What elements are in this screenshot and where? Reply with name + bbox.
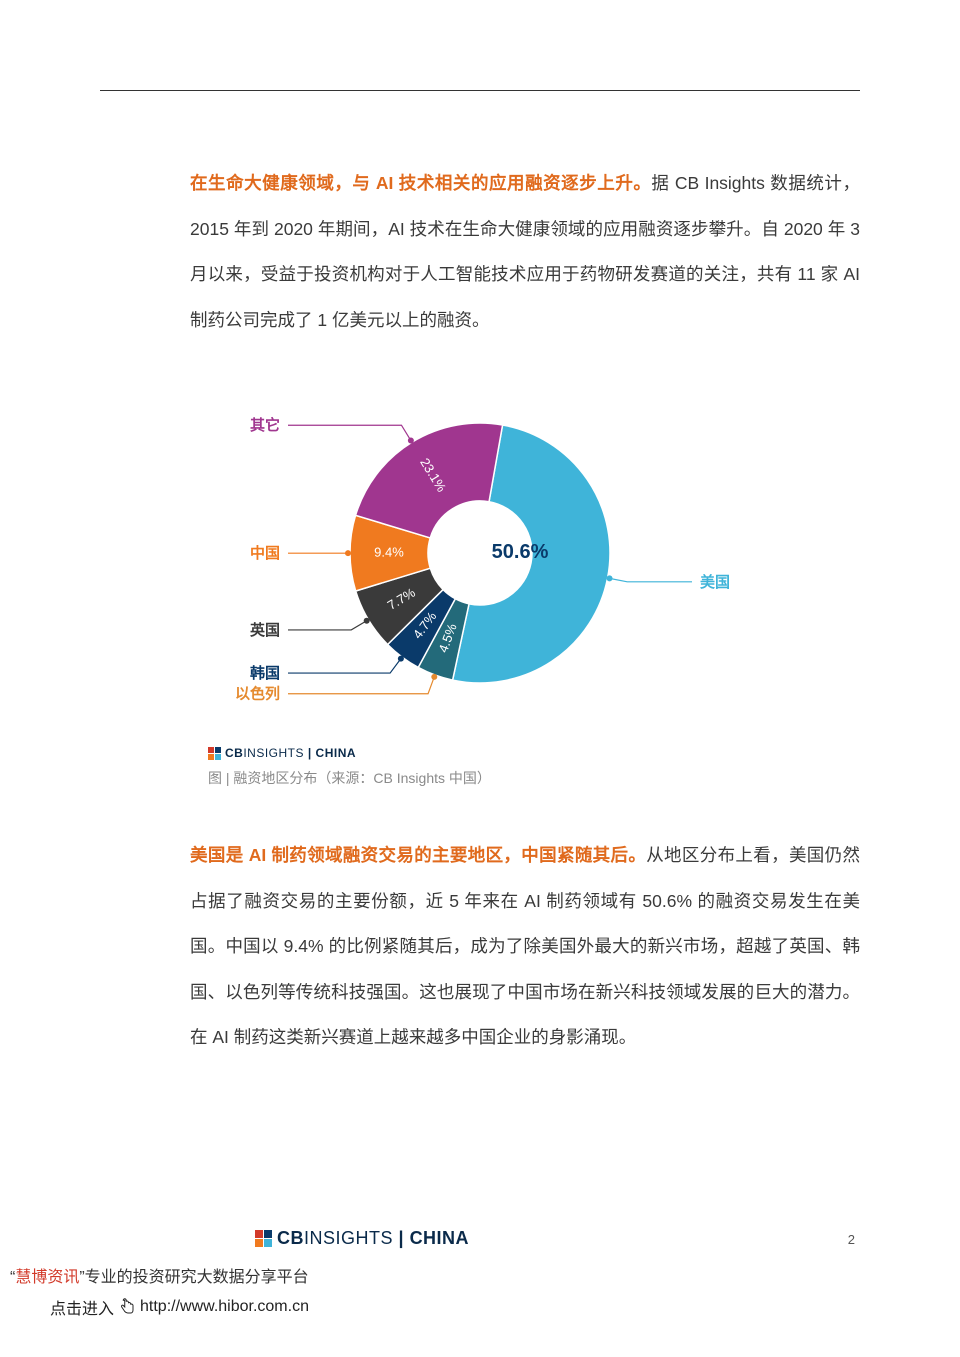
- label-other: 其它: [250, 416, 280, 434]
- footer-logo-sep: |: [393, 1228, 410, 1248]
- label-uk: 英国: [250, 621, 280, 639]
- p1-lead: 在生命大健康领域，与 AI 技术相关的应用融资逐步上升。: [190, 173, 651, 193]
- donut-chart: 4.5%4.7%7.7%9.4%23.1%50.6%美国以色列韩国英国中国其它: [200, 378, 760, 728]
- leader-israel: [288, 677, 434, 694]
- logo-sep: |: [304, 746, 316, 760]
- p2-lead: 美国是 AI 制药领域融资交易的主要地区，中国紧随其后。: [190, 845, 646, 865]
- leader-uk: [288, 621, 367, 630]
- chart-caption: 图 | 融资地区分布（来源：CB Insights 中国）: [208, 768, 860, 788]
- footer-url[interactable]: http://www.hibor.com.cn: [140, 1298, 309, 1316]
- logo-thin: INSIGHTS: [243, 746, 304, 760]
- footer-logo-bold: CB: [277, 1228, 304, 1248]
- donut-svg: 4.5%4.7%7.7%9.4%23.1%50.6%美国以色列韩国英国中国其它: [200, 378, 760, 728]
- label-israel: 以色列: [235, 685, 280, 703]
- footer-logo-region: CHINA: [410, 1228, 470, 1248]
- page-number: 2: [848, 1232, 855, 1247]
- logo-small: CBINSIGHTS | CHINA: [208, 746, 860, 760]
- footer-logo-squares: [255, 1230, 272, 1247]
- leader-other: [288, 425, 411, 440]
- logo-bold: CB: [225, 746, 243, 760]
- leader-usa: [610, 578, 692, 581]
- label-korea: 韩国: [250, 664, 280, 682]
- leader-korea: [288, 659, 401, 673]
- footer-logo: CBINSIGHTS | CHINA: [255, 1228, 469, 1249]
- p1-body: 据 CB Insights 数据统计，2015 年到 2020 年期间，AI 技…: [190, 173, 860, 330]
- logo-region: CHINA: [316, 746, 357, 760]
- logo-squares: [208, 747, 221, 760]
- label-china: 中国: [250, 544, 280, 562]
- hand-pointer-icon: [118, 1297, 136, 1317]
- center-value: 50.6%: [492, 541, 549, 563]
- label-usa: 美国: [700, 573, 730, 591]
- p2-body: 从地区分布上看，美国仍然占据了融资交易的主要份额，近 5 年来在 AI 制药领域…: [190, 845, 860, 1047]
- paragraph-2: 美国是 AI 制药领域融资交易的主要地区，中国紧随其后。从地区分布上看，美国仍然…: [190, 833, 860, 1061]
- slice-pct-china: 9.4%: [374, 545, 404, 560]
- top-rule: [100, 90, 860, 91]
- footer-line-1: “慧博资讯”专业的投资研究大数据分享平台: [10, 1263, 309, 1287]
- paragraph-1: 在生命大健康领域，与 AI 技术相关的应用融资逐步上升。据 CB Insight…: [190, 161, 860, 343]
- footer-logo-thin: INSIGHTS: [304, 1228, 393, 1248]
- footer-red: 慧博资讯: [15, 1269, 79, 1286]
- footer-line-2[interactable]: 点击进入 http://www.hibor.com.cn: [50, 1295, 309, 1319]
- footer-click-lead: 点击进入: [50, 1295, 114, 1319]
- footer-rest: ”专业的投资研究大数据分享平台: [79, 1269, 308, 1286]
